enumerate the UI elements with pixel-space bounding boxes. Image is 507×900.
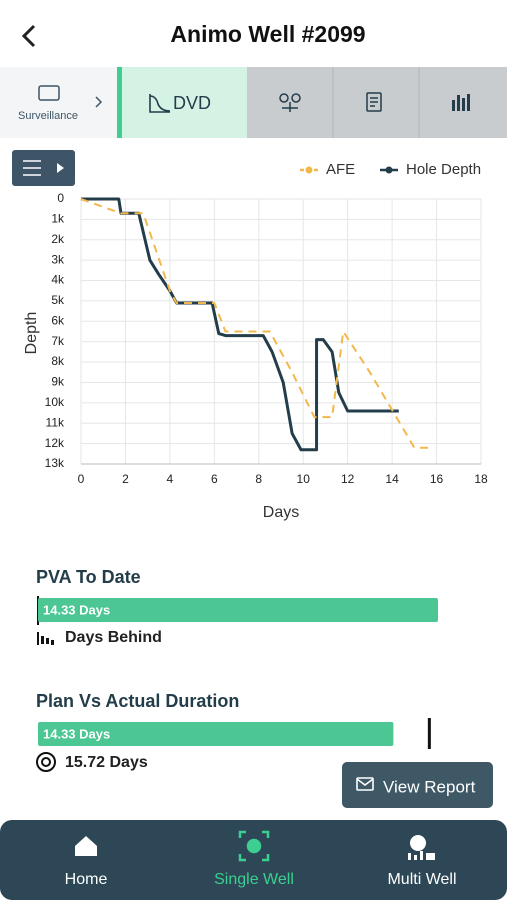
dvd-icon [149, 94, 171, 113]
x-tick-label: 14 [385, 472, 399, 486]
surveillance-icon [38, 85, 60, 101]
legend-marker [305, 166, 313, 174]
header [0, 0, 507, 67]
y-tick-label: 13k [45, 456, 65, 470]
target-icon [36, 752, 56, 772]
y-tick-label: 12k [45, 436, 65, 450]
settings-icon [23, 160, 41, 176]
legend-label: Hole Depth [406, 161, 481, 178]
view-report-button[interactable] [342, 762, 493, 808]
tab-icon[interactable] [452, 94, 470, 111]
x-tick-label: 6 [211, 472, 218, 486]
mail-icon [356, 777, 374, 791]
x-tick-label: 4 [167, 472, 174, 486]
tab-dvd[interactable] [117, 67, 247, 138]
plan-bar-group: 14.33 Days 15.72 Days [38, 718, 431, 771]
single-well-icon [238, 830, 270, 862]
chart: 0 1k 2k 3k 4k 5k 6k 7k 8k 9k 10k 11k 12k 13k 0 2 4 6 8 10 12… [23, 161, 488, 521]
y-tick-label: 4k [51, 273, 65, 287]
pva-bar-group: 14.33 Days [37, 596, 438, 625]
x-tick-label: 0 [78, 472, 85, 486]
section-title: PVA To Date [36, 567, 141, 587]
status-text: Days Behind [65, 629, 162, 646]
nav-label[interactable]: Multi Well [387, 871, 456, 888]
behind-icon [37, 632, 54, 645]
pva-bar [38, 598, 438, 622]
tab-icon[interactable] [279, 93, 301, 112]
x-tick-label: 16 [430, 472, 444, 486]
y-tick-label: 3k [51, 252, 65, 266]
screen-title: Animo Well #2099 [170, 21, 365, 47]
x-tick-label: 2 [122, 472, 129, 486]
nav-label[interactable]: Home [65, 871, 108, 888]
button-label: View Report [383, 777, 476, 796]
y-tick-label: 7k [51, 334, 65, 348]
bottom-nav [0, 820, 507, 900]
y-tick-label: 5k [51, 293, 65, 307]
x-tick-label: 18 [474, 472, 488, 486]
play-icon [57, 163, 64, 173]
plan-label: 15.72 Days [65, 754, 148, 771]
chart-settings-button[interactable] [12, 150, 75, 186]
mail-icon [356, 778, 374, 786]
y-axis-label: Depth [23, 312, 40, 355]
y-tick-label: 11k [46, 415, 65, 429]
data-line [81, 197, 399, 452]
actual-bar [38, 722, 394, 746]
multi-well-icon [408, 835, 435, 860]
tab-surveillance[interactable] [0, 67, 117, 138]
y-tick-label: 10k [45, 395, 65, 409]
tab-label: DVD [173, 93, 211, 113]
x-tick-label: 10 [297, 472, 311, 486]
y-tick-label: 9k [51, 375, 65, 389]
tab-indicator [117, 67, 122, 138]
home-icon [75, 836, 97, 856]
tab-icon[interactable] [366, 92, 382, 112]
legend-label: AFE [326, 161, 355, 178]
y-tick-label: 2k [51, 232, 65, 246]
y-tick-label: 8k [51, 354, 65, 368]
section-title: Plan Vs Actual Duration [36, 691, 239, 711]
legend-marker [385, 166, 393, 174]
nav-label[interactable]: Single Well [214, 871, 294, 888]
chevron [95, 96, 103, 108]
y-tick-label: 6k [51, 313, 65, 327]
back-button[interactable] [21, 24, 36, 48]
bar-label: 14.33 Days [43, 602, 110, 617]
y-tick-label: 1k [51, 212, 65, 226]
data-line [80, 198, 435, 449]
x-tick-label: 8 [255, 472, 262, 486]
x-tick-label: 12 [341, 472, 355, 486]
plan-marker [427, 718, 431, 749]
y-tick-label: 0 [57, 191, 64, 205]
bar-label: 14.33 Days [43, 726, 110, 741]
tab-label: Surveillance [18, 110, 78, 122]
x-axis-label: Days [263, 504, 299, 521]
